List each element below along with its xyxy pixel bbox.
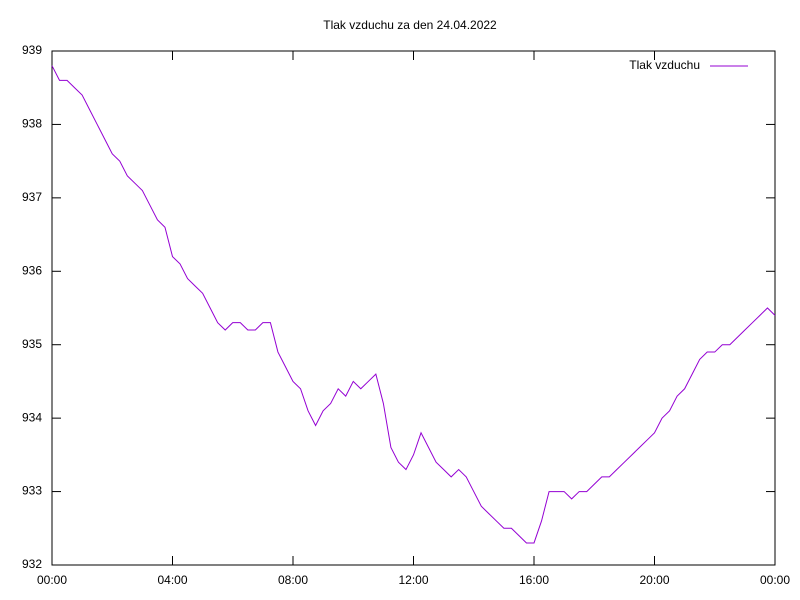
y-tick-label: 932: [22, 557, 42, 571]
y-tick-label: 934: [22, 410, 42, 424]
line-series: [51, 65, 776, 544]
x-tick-label: 12:00: [398, 573, 428, 587]
y-tick-label: 938: [22, 117, 42, 131]
chart-title: Tlak vzduchu za den 24.04.2022: [323, 18, 497, 32]
x-tick-label: 08:00: [278, 573, 308, 587]
x-tick-label: 20:00: [639, 573, 669, 587]
x-tick-label: 00:00: [37, 573, 67, 587]
y-tick-label: 933: [22, 484, 42, 498]
y-tick-label: 936: [22, 263, 42, 277]
y-tick-label: 937: [22, 190, 42, 204]
legend-label: Tlak vzduchu: [629, 58, 700, 72]
plot-border: [51, 50, 776, 566]
y-tick-label: 939: [22, 43, 42, 57]
x-tick-label: 00:00: [760, 573, 790, 587]
x-tick-label: 04:00: [157, 573, 187, 587]
y-tick-label: 935: [22, 337, 42, 351]
x-tick-label: 16:00: [519, 573, 549, 587]
